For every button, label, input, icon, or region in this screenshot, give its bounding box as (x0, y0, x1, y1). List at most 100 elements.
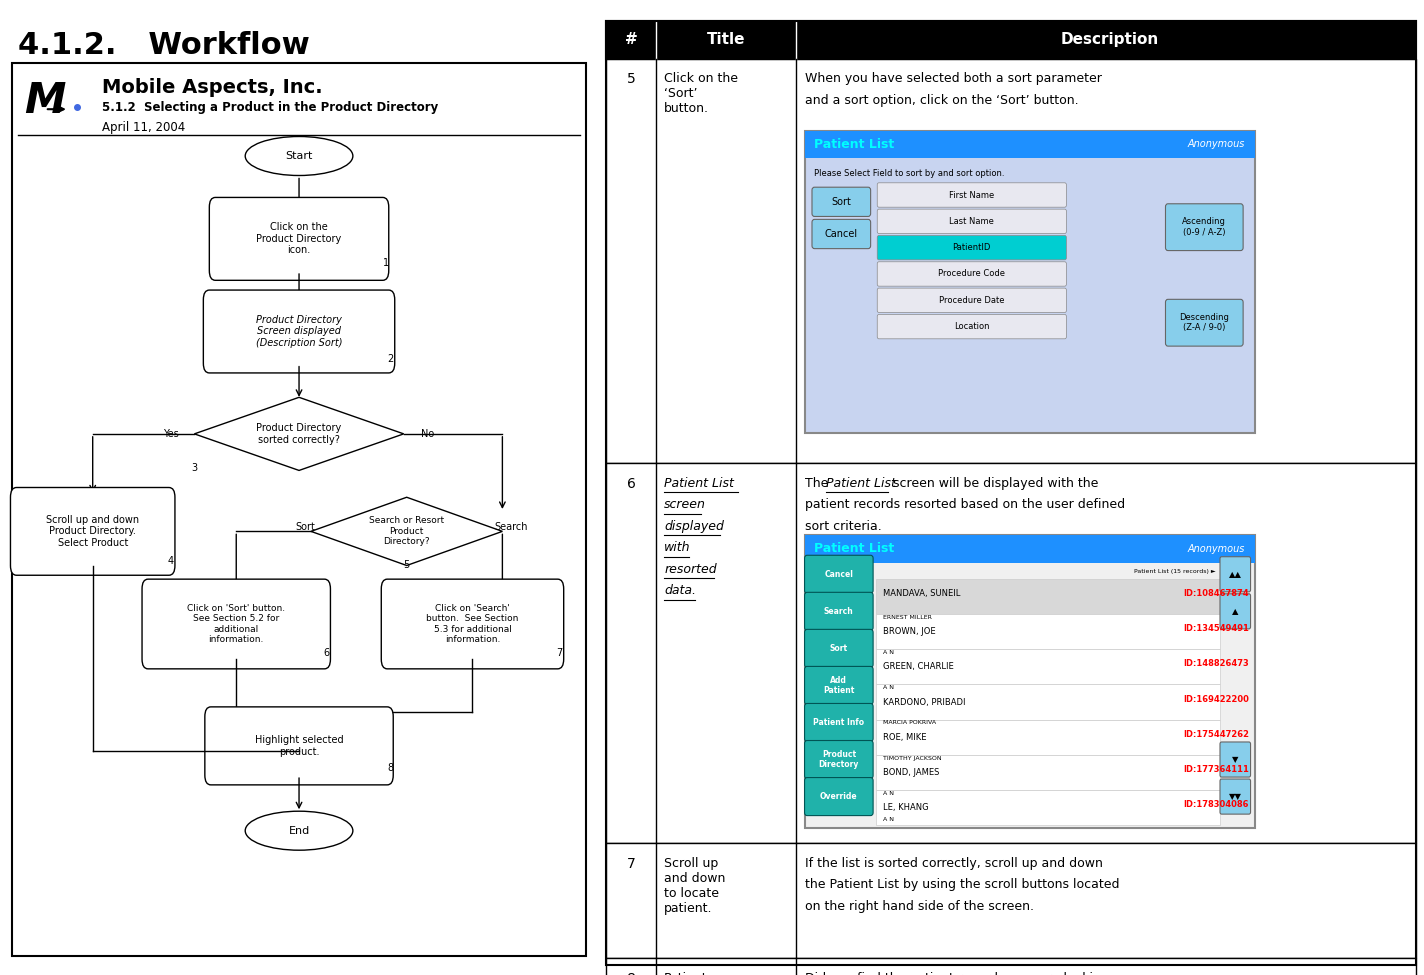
Text: 4: 4 (168, 556, 174, 566)
Text: Product
Directory: Product Directory (819, 750, 859, 769)
FancyBboxPatch shape (382, 579, 564, 669)
Text: PatientID: PatientID (953, 243, 991, 253)
FancyBboxPatch shape (877, 262, 1067, 287)
Text: A N: A N (883, 817, 894, 822)
Text: Search or Resort
Product
Directory?: Search or Resort Product Directory? (369, 517, 444, 546)
Text: TIMOTHY JACKSON: TIMOTHY JACKSON (883, 756, 941, 760)
FancyBboxPatch shape (205, 707, 393, 785)
Bar (876, 790, 1220, 825)
FancyBboxPatch shape (805, 630, 873, 668)
Text: LE, KHANG: LE, KHANG (883, 802, 928, 812)
Text: MANDAVA, SUNEIL: MANDAVA, SUNEIL (883, 589, 960, 599)
Text: ▲: ▲ (1232, 606, 1239, 616)
Bar (876, 684, 1220, 720)
Text: Patient
Record
Found?: Patient Record Found? (664, 972, 709, 975)
Text: 1: 1 (383, 258, 389, 268)
Text: Sort: Sort (832, 197, 852, 207)
Text: 5: 5 (403, 561, 410, 570)
Text: Patient List (15 records) ►: Patient List (15 records) ► (1135, 568, 1216, 574)
Text: the Patient List by using the scroll buttons located: the Patient List by using the scroll but… (805, 878, 1119, 891)
Text: April 11, 2004: April 11, 2004 (101, 121, 185, 134)
Text: Procedure Date: Procedure Date (938, 295, 1004, 305)
Text: 7: 7 (627, 857, 635, 871)
Text: Procedure Code: Procedure Code (938, 269, 1005, 279)
Text: 5: 5 (627, 72, 635, 86)
Text: Click on 'Search'
button.  See Section
5.3 for additional
information.: Click on 'Search' button. See Section 5.… (426, 604, 518, 644)
Text: 8: 8 (627, 972, 635, 975)
Text: Product Directory
sorted correctly?: Product Directory sorted correctly? (256, 423, 342, 445)
Text: 6: 6 (323, 648, 329, 658)
FancyBboxPatch shape (812, 219, 870, 249)
Text: KARDONO, PRIBADI: KARDONO, PRIBADI (883, 697, 965, 707)
Text: Anonymous: Anonymous (1188, 544, 1245, 554)
Text: Patient Info: Patient Info (813, 718, 864, 727)
Text: 8: 8 (387, 763, 393, 773)
Text: ROE, MIKE: ROE, MIKE (883, 732, 927, 742)
Text: ID:148826473: ID:148826473 (1183, 659, 1249, 669)
Text: 2: 2 (387, 354, 393, 364)
FancyBboxPatch shape (1165, 204, 1243, 251)
Text: The: The (805, 477, 832, 489)
FancyBboxPatch shape (877, 183, 1067, 208)
FancyBboxPatch shape (204, 291, 394, 372)
Text: Patient List: Patient List (826, 477, 896, 489)
Text: Patient List: Patient List (664, 477, 733, 489)
Bar (607, 58, 1415, 463)
Text: Last Name: Last Name (950, 216, 994, 226)
Text: 3: 3 (191, 463, 198, 473)
Text: 6: 6 (627, 477, 635, 490)
Bar (876, 579, 1220, 614)
Text: No: No (422, 429, 434, 439)
Text: Anonymous: Anonymous (1188, 139, 1245, 149)
Text: ▲▲: ▲▲ (1229, 569, 1242, 579)
Text: 4.1.2.   Workflow: 4.1.2. Workflow (19, 31, 309, 60)
FancyBboxPatch shape (812, 187, 870, 216)
FancyBboxPatch shape (1220, 594, 1250, 629)
Text: ID:169422200: ID:169422200 (1183, 694, 1249, 704)
Bar (805, 535, 1255, 828)
Text: Scroll up and down
Product Directory.
Select Product: Scroll up and down Product Directory. Se… (46, 515, 140, 548)
FancyBboxPatch shape (805, 704, 873, 742)
Text: on the right hand side of the screen.: on the right hand side of the screen. (805, 900, 1034, 913)
FancyBboxPatch shape (877, 289, 1067, 313)
Text: End: End (289, 826, 309, 836)
Text: Scroll up
and down
to locate
patient.: Scroll up and down to locate patient. (664, 857, 726, 915)
Text: Click on the
‘Sort’
button.: Click on the ‘Sort’ button. (664, 72, 738, 115)
Bar (876, 649, 1220, 684)
Text: 7: 7 (557, 648, 562, 658)
FancyBboxPatch shape (805, 778, 873, 816)
Bar (607, 958, 1415, 975)
Text: ID:108467874: ID:108467874 (1183, 589, 1249, 599)
Text: patient records resorted based on the user defined: patient records resorted based on the us… (805, 498, 1125, 511)
Text: Start: Start (285, 151, 313, 161)
Text: Override: Override (820, 792, 857, 801)
Bar (805, 535, 1255, 563)
Text: Search: Search (494, 522, 528, 531)
FancyBboxPatch shape (805, 593, 873, 631)
Text: screen: screen (664, 498, 706, 511)
Text: #: # (625, 32, 638, 48)
FancyBboxPatch shape (142, 579, 330, 669)
Bar (607, 21, 1415, 58)
Text: ID:175447262: ID:175447262 (1183, 729, 1250, 739)
FancyBboxPatch shape (1220, 779, 1250, 814)
Text: screen will be displayed with the: screen will be displayed with the (889, 477, 1098, 489)
Text: BROWN, JOE: BROWN, JOE (883, 627, 936, 637)
Text: Descending
(Z-A / 9-0): Descending (Z-A / 9-0) (1179, 313, 1229, 332)
Text: displayed: displayed (664, 520, 723, 532)
FancyBboxPatch shape (877, 236, 1067, 260)
Text: ▼▼: ▼▼ (1229, 792, 1242, 801)
Text: with: with (664, 541, 691, 554)
FancyBboxPatch shape (877, 210, 1067, 234)
FancyBboxPatch shape (10, 488, 175, 575)
Text: Patient List: Patient List (815, 542, 894, 556)
Text: A N: A N (883, 685, 894, 690)
Text: Please Select Field to sort by and sort option.: Please Select Field to sort by and sort … (815, 169, 1005, 178)
Ellipse shape (245, 811, 353, 850)
Text: Ascending
(0-9 / A-Z): Ascending (0-9 / A-Z) (1182, 217, 1226, 237)
Text: ▼: ▼ (1232, 755, 1239, 764)
Text: ID:178304086: ID:178304086 (1183, 800, 1249, 809)
Text: data.: data. (664, 584, 696, 597)
FancyBboxPatch shape (1220, 557, 1250, 592)
Text: Cancel: Cancel (824, 229, 857, 239)
